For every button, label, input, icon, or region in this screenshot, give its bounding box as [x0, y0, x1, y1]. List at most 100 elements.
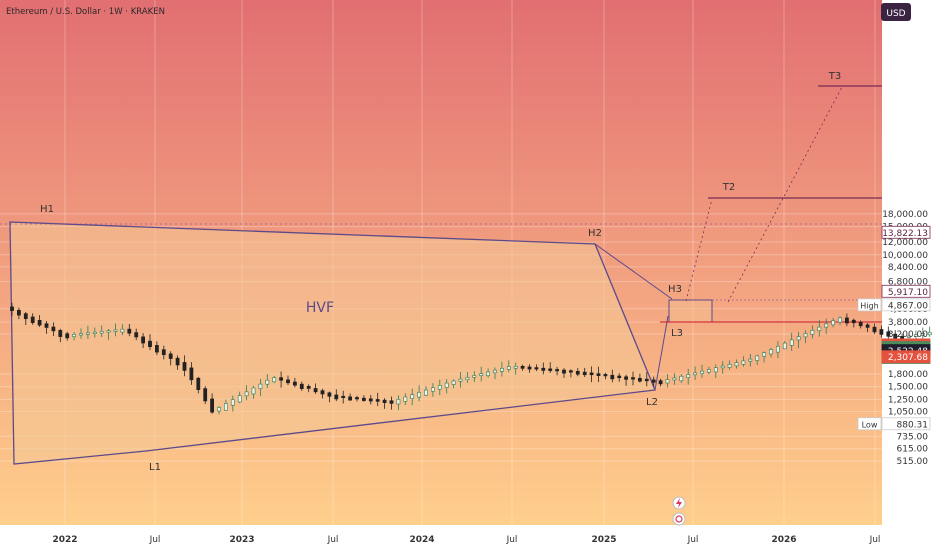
candle-body [99, 331, 104, 334]
candle-body [30, 316, 35, 323]
candle-body [817, 326, 822, 332]
candle-body [534, 367, 539, 370]
candle-body [527, 366, 532, 370]
candle-body [334, 394, 339, 400]
candle-body [286, 379, 290, 384]
candle-body [679, 375, 684, 382]
candle-body [603, 374, 608, 377]
candle-body [382, 399, 387, 404]
candle-body [720, 365, 725, 369]
candle-body [727, 364, 732, 368]
candle-body [782, 342, 787, 350]
price-axis-area [882, 0, 932, 550]
candle-body [506, 366, 511, 370]
candle-body [320, 390, 325, 395]
candle-body [472, 375, 477, 378]
price-tag-value: 5,917.10 [888, 288, 928, 298]
x-tick-label: 2026 [771, 535, 796, 545]
candle-body [327, 392, 332, 397]
candle-body [168, 353, 173, 359]
hvf-lower-converge [654, 315, 669, 391]
candle-body [237, 395, 242, 403]
candle-body [265, 379, 270, 385]
candle-body [403, 396, 408, 402]
price-tag [881, 284, 931, 298]
candle-body [796, 336, 801, 341]
candle-body [900, 336, 905, 339]
t3-projection [727, 86, 843, 303]
candle-body [417, 392, 422, 398]
candle-body [120, 328, 125, 333]
candle-body [196, 377, 201, 390]
candle-body [775, 345, 780, 353]
candle-body [279, 377, 284, 381]
candle-body [589, 372, 594, 376]
x-tick-label: Jul [506, 535, 518, 545]
price-tag [881, 350, 931, 364]
candle-body [92, 331, 97, 334]
candle-body [734, 362, 739, 367]
candle-body [713, 367, 718, 373]
y-tick-label: 735.00 [897, 432, 929, 442]
candle-body [582, 371, 587, 376]
candle-body [299, 383, 304, 389]
candle-body [430, 387, 435, 392]
candle-body [10, 306, 14, 311]
candle-body [244, 391, 249, 397]
price-tag-label: Low [862, 420, 878, 429]
candle-body [127, 328, 132, 334]
candle-body [631, 377, 635, 380]
candles [10, 302, 932, 415]
y-tick-label: 615.00 [897, 445, 929, 455]
candle-body [410, 394, 415, 399]
candle-body [155, 345, 159, 353]
candle-body [513, 365, 518, 369]
lightning-icon[interactable] [672, 496, 686, 510]
annotation-t2: T2 [722, 182, 735, 193]
candle-body [844, 317, 849, 324]
x-tick-label: Jul [869, 535, 881, 545]
candle-body [272, 377, 277, 383]
candle-body [858, 322, 863, 327]
x-tick-label: 2023 [229, 535, 254, 545]
candle-body [72, 334, 77, 338]
candle-body [665, 379, 670, 384]
y-tick-label: 10,000.00 [882, 251, 928, 261]
candle-body [368, 398, 373, 402]
currency-button-label: USD [886, 9, 905, 19]
candle-body [210, 398, 215, 413]
candle-body [762, 352, 767, 357]
candle-body [824, 323, 829, 328]
y-tick-label: 1,250.00 [888, 395, 928, 405]
candle-body [520, 365, 525, 369]
candle-body [348, 396, 353, 401]
candle-body [437, 385, 442, 390]
candle-body [693, 372, 698, 376]
candle-body [79, 333, 83, 336]
candle-body [306, 385, 311, 389]
price-tag-value: 880.31 [897, 420, 929, 430]
time-axis: 2022 Jul 2023 Jul 2024 Jul 2025 Jul 2026 Jul [52, 535, 880, 545]
y-tick-label: 515.00 [897, 457, 929, 467]
candle-body [465, 377, 470, 381]
candle-body [44, 323, 49, 328]
candle-body [86, 332, 90, 335]
price-tag [881, 298, 931, 312]
candle-body [920, 333, 925, 336]
candle-body [686, 374, 691, 378]
annotation-hvf: HVF [306, 300, 334, 316]
price-tag-label-box [857, 298, 882, 312]
candle-body [451, 380, 456, 385]
power-icon[interactable] [672, 512, 686, 526]
y-tick-label: 8,400.00 [888, 263, 928, 273]
y-tick-label: 1,800.00 [888, 370, 928, 380]
candle-body [258, 383, 263, 389]
candle-body [637, 378, 642, 382]
candle-body [106, 330, 111, 333]
candle-body [203, 388, 208, 402]
currency-button[interactable] [881, 3, 911, 21]
candle-body [886, 331, 891, 337]
candle-body [134, 332, 139, 338]
